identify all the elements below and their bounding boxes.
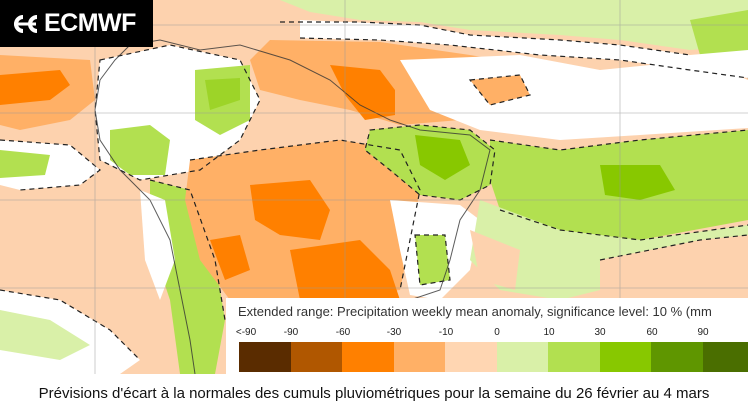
colorbar-legend: Extended range: Precipitation weekly mea… xyxy=(226,298,748,374)
legend-title: Extended range: Precipitation weekly mea… xyxy=(238,304,712,319)
legend-swatch xyxy=(393,342,445,372)
legend-tick: <-90 xyxy=(235,327,257,338)
legend-tick: -10 xyxy=(438,327,454,338)
legend-swatch xyxy=(239,342,291,372)
legend-swatch xyxy=(342,342,394,372)
legend-tick: -90 xyxy=(283,327,299,338)
legend-tick: 10 xyxy=(543,327,555,338)
legend-swatch xyxy=(496,342,548,372)
legend-ticks: <-90 -90 -60 -30 -10 0 10 30 60 90 xyxy=(226,327,748,339)
legend-tick: -60 xyxy=(335,327,351,338)
legend-swatch xyxy=(651,342,703,372)
legend-swatch xyxy=(702,342,748,372)
ecmwf-logo-icon xyxy=(10,14,40,34)
legend-swatch xyxy=(548,342,600,372)
legend-swatch xyxy=(290,342,342,372)
ecmwf-logo-text: ECMWF xyxy=(44,9,136,37)
ecmwf-logo: ECMWF xyxy=(0,0,153,47)
legend-swatch xyxy=(599,342,651,372)
forecast-caption: Prévisions d'écart à la normales des cum… xyxy=(38,384,710,402)
legend-tick: 60 xyxy=(646,327,658,338)
legend-tick: 0 xyxy=(494,327,500,338)
legend-tick: 90 xyxy=(697,327,709,338)
precipitation-anomaly-map xyxy=(0,0,748,374)
map-canvas xyxy=(0,0,748,374)
legend-tick: -30 xyxy=(386,327,402,338)
legend-tick: 30 xyxy=(594,327,606,338)
legend-swatch xyxy=(445,342,497,372)
legend-color-bar xyxy=(239,342,748,372)
